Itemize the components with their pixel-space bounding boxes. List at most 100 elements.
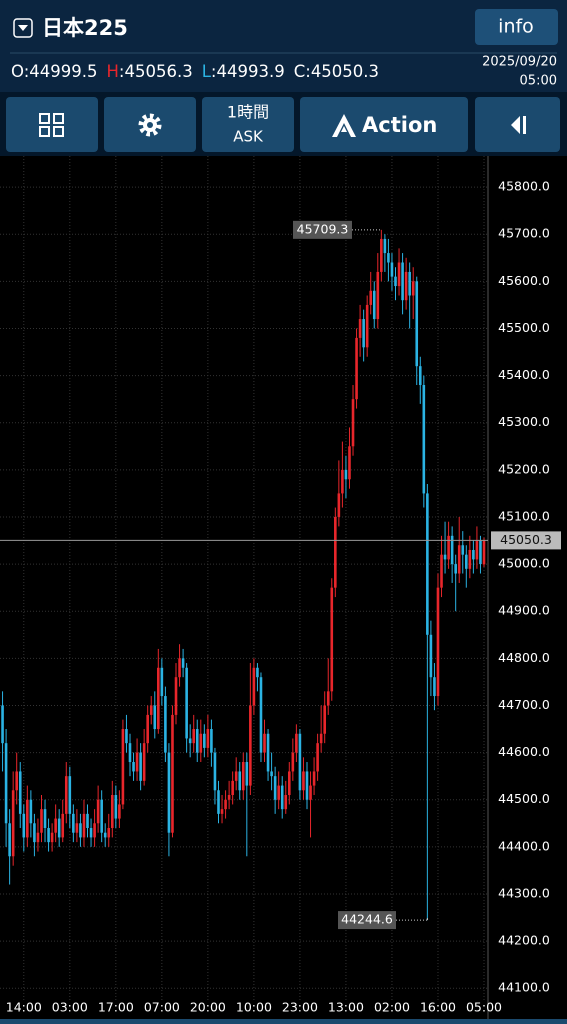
- y-tick-label: 45800.0: [498, 179, 550, 194]
- candle-body: [415, 281, 419, 367]
- candle-body: [468, 549, 472, 569]
- candle-body: [390, 262, 394, 277]
- candle-body: [365, 304, 369, 348]
- candle-body: [326, 691, 330, 706]
- x-tick-label: 13:00: [328, 1000, 364, 1015]
- candle-body: [213, 752, 217, 791]
- grid-icon: [39, 113, 64, 137]
- action-logo: [332, 114, 356, 137]
- candle-body: [305, 771, 309, 800]
- candle-body: [195, 729, 199, 753]
- candle-body: [54, 818, 57, 833]
- current-price-bg: [491, 531, 561, 550]
- dropdown-arrow: [18, 25, 28, 31]
- candle-body: [57, 818, 61, 838]
- candle-body: [411, 281, 415, 296]
- low-label-bg: [338, 911, 396, 930]
- candle-body: [426, 493, 429, 635]
- candle-body: [443, 554, 447, 560]
- candle-body: [125, 729, 128, 744]
- candle-body: [139, 752, 142, 781]
- x-tick-label: 03:00: [52, 1000, 88, 1015]
- x-tick-label: 02:00: [374, 1000, 410, 1015]
- dropdown-icon[interactable]: [13, 18, 33, 38]
- candle-body: [482, 540, 486, 565]
- y-tick-label: 44600.0: [498, 744, 550, 759]
- candle-body: [178, 658, 181, 678]
- price-side-label: ASK: [233, 128, 264, 146]
- candle-body: [96, 799, 100, 824]
- y-tick-label: 44100.0: [498, 980, 550, 995]
- x-tick-label: 10:00: [236, 1000, 272, 1015]
- info-button[interactable]: [475, 9, 558, 45]
- y-tick-label: 44300.0: [498, 885, 550, 900]
- candle-body: [263, 733, 266, 753]
- candle-body: [355, 337, 358, 400]
- y-tick-label: 44900.0: [498, 603, 550, 618]
- y-tick-label: 44500.0: [498, 791, 550, 806]
- candle-body: [18, 771, 22, 814]
- candle-body: [79, 823, 82, 838]
- candle-body: [82, 813, 86, 838]
- candle-body: [404, 271, 408, 301]
- candle-body: [93, 823, 96, 838]
- candle-body: [450, 535, 454, 565]
- candle-body: [245, 762, 249, 786]
- candle-body: [192, 729, 196, 744]
- candle-body: [249, 705, 252, 786]
- y-tick-label: 44400.0: [498, 838, 550, 853]
- candle-body: [220, 809, 224, 814]
- action-button[interactable]: [300, 97, 468, 152]
- x-tick-label: 07:00: [144, 1000, 180, 1015]
- candle-body: [114, 795, 118, 819]
- y-tick-label: 45600.0: [498, 273, 550, 288]
- candle-body: [362, 319, 365, 348]
- candle-body: [40, 809, 43, 833]
- candle-body: [479, 540, 482, 565]
- candle-body: [224, 799, 227, 810]
- candle-body: [68, 776, 72, 814]
- candle-body: [157, 667, 160, 730]
- y-tick-label: 45400.0: [498, 367, 550, 382]
- candle-body: [464, 554, 468, 569]
- candle-body: [280, 785, 284, 810]
- date: 2025/09/20: [482, 55, 557, 70]
- timeframe-button[interactable]: [202, 97, 294, 152]
- x-tick-label: 05:00: [466, 1000, 502, 1015]
- candle-body: [376, 271, 380, 320]
- candle-body: [380, 238, 383, 272]
- collapse-bar: [523, 116, 526, 134]
- candle-body: [348, 446, 351, 480]
- candle-body: [15, 771, 19, 791]
- candle-body: [72, 813, 75, 833]
- ohlc-separator: :: [305, 62, 311, 81]
- candle-body: [181, 658, 185, 668]
- candle-body: [422, 385, 426, 494]
- candle-body: [394, 276, 397, 287]
- x-tick-label: 20:00: [190, 1000, 226, 1015]
- candle-body: [323, 705, 326, 734]
- candle-body: [1, 705, 4, 744]
- chart-area: 44100.0 44200.0 44300.0 44400.0 44500.0 44600…: [0, 156, 561, 1019]
- x-tick-label: 14:00: [6, 1000, 42, 1015]
- candle-body: [206, 729, 210, 748]
- time: 05:00: [520, 74, 557, 89]
- candle-body: [149, 705, 153, 715]
- candle-body: [344, 469, 348, 480]
- candle-body: [36, 832, 40, 843]
- candle-body: [103, 832, 107, 838]
- symbol-title[interactable]: 日本225: [42, 16, 128, 40]
- candle-body: [121, 729, 125, 805]
- candle-body: [135, 752, 139, 772]
- ohlc-row: O:44999.5 H:45056.3 L:44993.9 C:45050.3: [11, 62, 379, 81]
- gear-hole: [147, 122, 153, 128]
- candle-body: [61, 813, 65, 838]
- ohlc-value: 44993.9: [216, 62, 284, 81]
- candle-body: [383, 238, 387, 254]
- candle-body: [252, 667, 256, 706]
- gear-teeth: [138, 113, 162, 137]
- layout-button[interactable]: [6, 97, 98, 152]
- candle-body: [319, 733, 323, 744]
- candle-body: [50, 832, 54, 843]
